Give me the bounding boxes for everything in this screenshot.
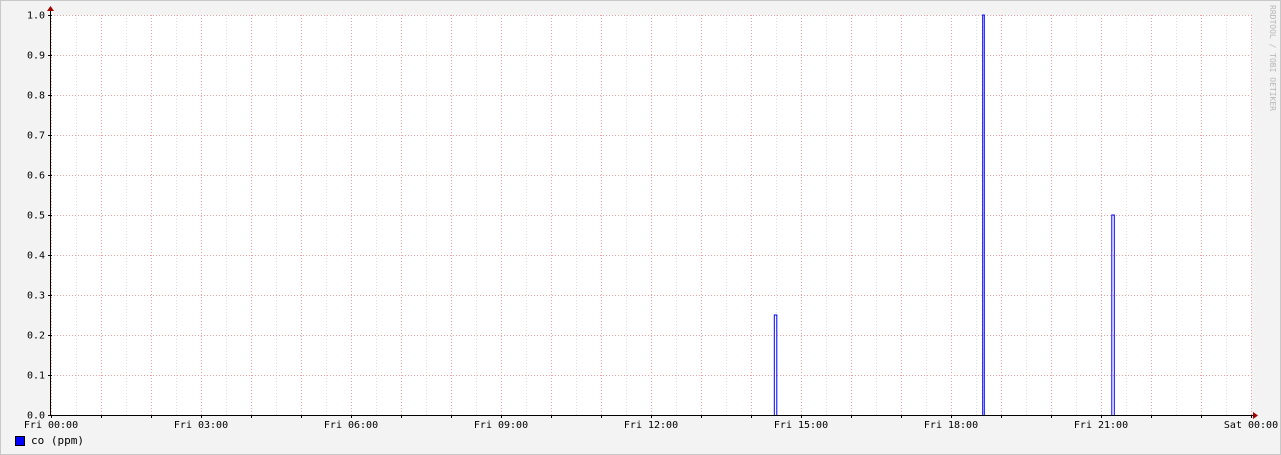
y-tick-label: 0.5 (27, 211, 45, 222)
series-spike (773, 314, 778, 415)
y-tick-label: 0.1 (27, 371, 45, 382)
legend-label: co (ppm) (31, 434, 84, 447)
y-tick-label: 0.0 (27, 411, 45, 422)
grid (51, 15, 1252, 416)
x-tick-label: Fri 15:00 (774, 420, 828, 431)
x-tick-label: Fri 00:00 (24, 420, 78, 431)
x-tick-label: Sat 00:00 (1224, 420, 1278, 431)
series-spike (982, 14, 985, 415)
x-tick-label: Fri 03:00 (174, 420, 228, 431)
y-tick-label: 0.4 (27, 251, 45, 262)
x-tick-label: Fri 21:00 (1074, 420, 1128, 431)
y-tick-label: 0.2 (27, 331, 45, 342)
legend: co (ppm) (15, 434, 84, 447)
x-tick-labels: Fri 00:00 Fri 03:00 Fri 06:00 Fri 09:00 Fri … (24, 420, 1278, 431)
axes (47, 6, 1258, 419)
x-tick-label: Fri 06:00 (324, 420, 378, 431)
series-spike (1111, 214, 1115, 415)
x-tick-label: Fri 12:00 (624, 420, 678, 431)
x-tick-label: Fri 18:00 (924, 420, 978, 431)
y-tick-label: 0.6 (27, 171, 45, 182)
y-axis-arrow (47, 6, 54, 11)
y-tick-label: 1.0 (27, 11, 45, 22)
legend-swatch (15, 435, 25, 446)
y-tick-label: 0.3 (27, 291, 45, 302)
y-tick-label: 0.8 (27, 91, 45, 102)
y-tick-label: 0.9 (27, 51, 45, 62)
x-tick-label: Fri 09:00 (474, 420, 528, 431)
y-tick-label: 0.7 (27, 131, 45, 142)
y-tick-labels: 0.0 0.1 0.2 0.3 0.4 0.5 0.6 0.7 0.8 0.9 1.0 (27, 11, 45, 422)
x-axis-arrow (1253, 412, 1258, 419)
series-co-ppm (773, 14, 1115, 415)
watermark-text: RRDTOOL / TOBI OETIKER (1268, 5, 1277, 111)
